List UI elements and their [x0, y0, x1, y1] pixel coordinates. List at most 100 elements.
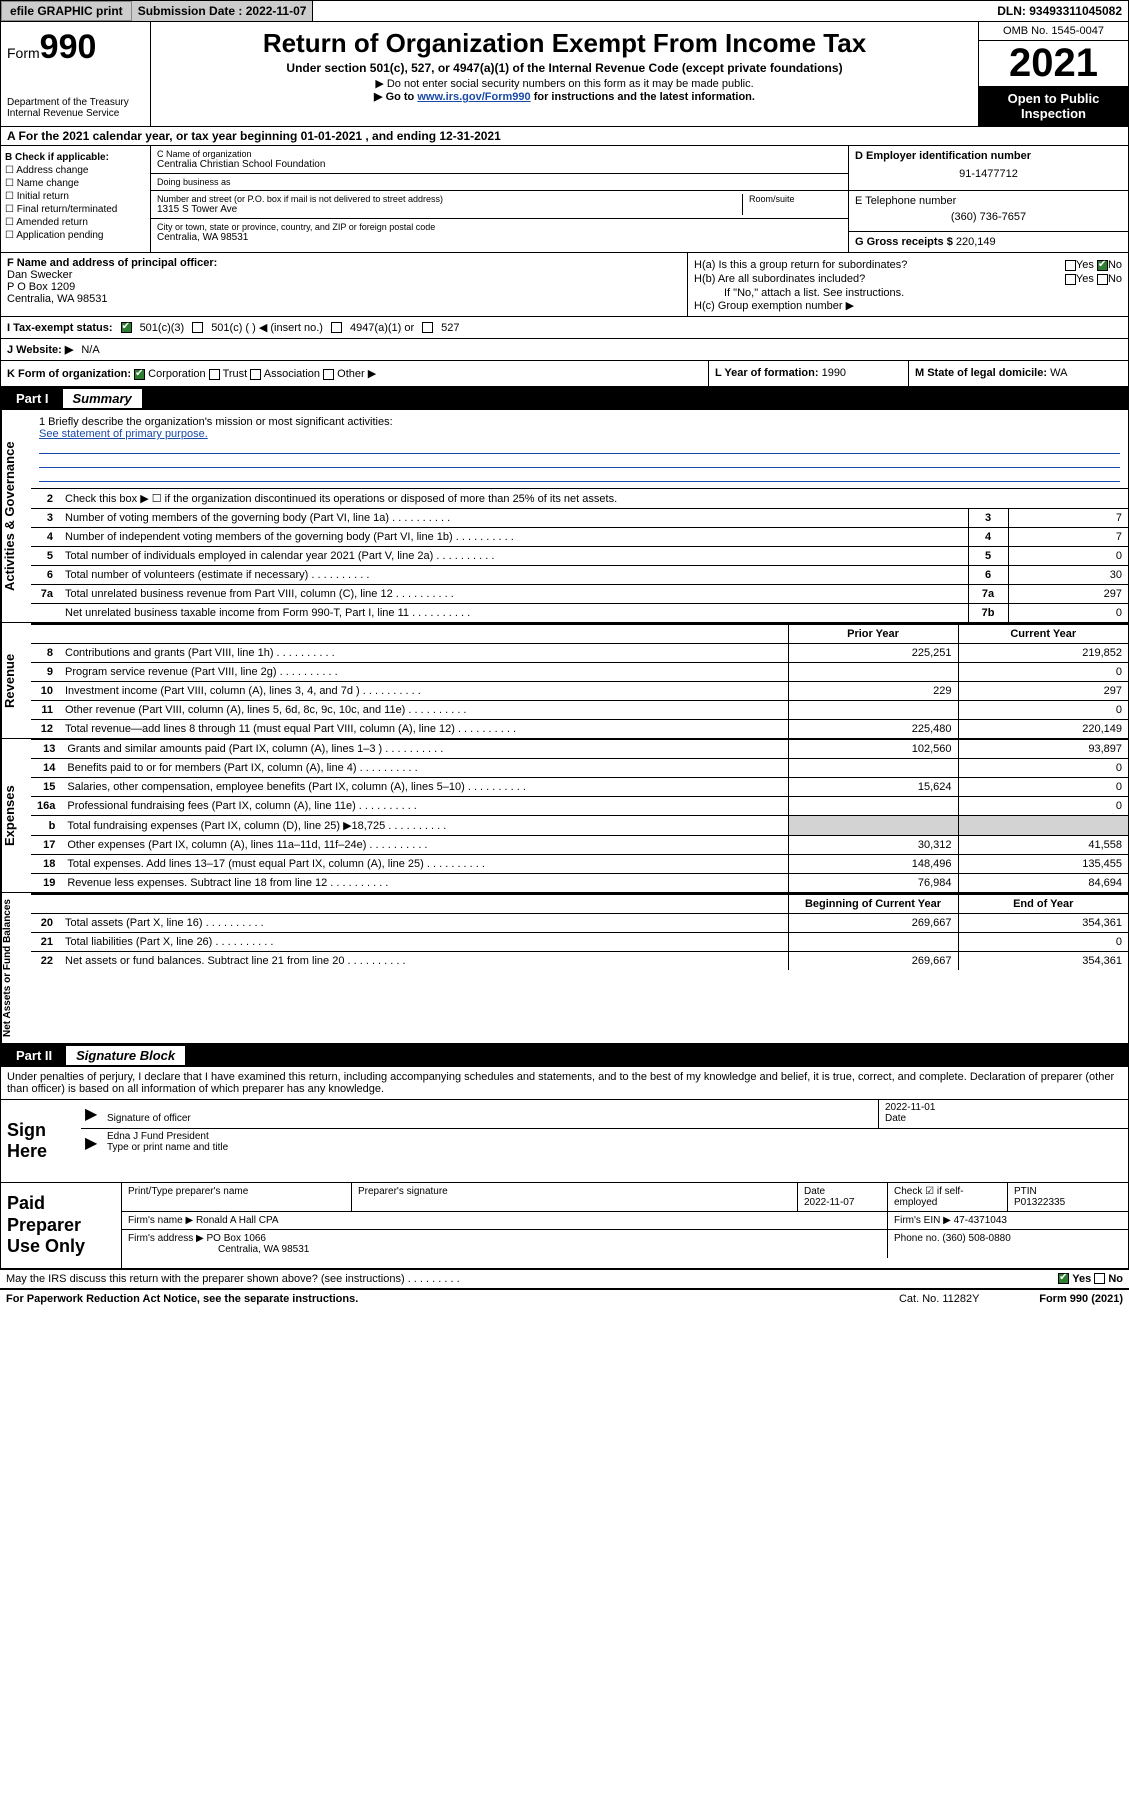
d-label: D Employer identification number [855, 150, 1031, 162]
city-value: Centralia, WA 98531 [157, 232, 842, 243]
table-row: 4Number of independent voting members of… [31, 528, 1128, 547]
ha-line: H(a) Is this a group return for subordin… [694, 259, 1122, 271]
dba-cell: Doing business as [151, 174, 848, 191]
e-label: E Telephone number [855, 195, 1122, 207]
sign-date-field: 2022-11-01Date [878, 1100, 1128, 1128]
trust-checkbox[interactable] [209, 369, 220, 380]
hb-note: If "No," attach a list. See instructions… [724, 287, 1122, 299]
cat-no: Cat. No. 11282Y [839, 1293, 1039, 1305]
form-word: Form [7, 45, 40, 61]
efile-print-button[interactable]: efile GRAPHIC print [1, 1, 132, 21]
self-employed-cell: Check ☑ if self-employed [888, 1183, 1008, 1211]
table-row: 3Number of voting members of the governi… [31, 509, 1128, 528]
irs-link[interactable]: www.irs.gov/Form990 [417, 91, 530, 103]
room-label: Room/suite [742, 194, 842, 215]
trust-label: Trust [223, 368, 248, 380]
header-right: OMB No. 1545-0047 2021 Open to Public In… [978, 22, 1128, 126]
state-domicile: M State of legal domicile: WA [908, 361, 1128, 386]
527-checkbox[interactable] [422, 322, 433, 333]
other-checkbox[interactable] [323, 369, 334, 380]
city-cell: City or town, state or province, country… [151, 219, 848, 246]
governance-table: 2Check this box ▶ ☐ if the organization … [31, 488, 1128, 622]
b-label: B Check if applicable: [5, 152, 146, 163]
net-sidebar: Net Assets or Fund Balances [1, 893, 31, 1043]
ha-yes-checkbox[interactable] [1065, 260, 1076, 271]
header-middle: Return of Organization Exempt From Incom… [151, 22, 978, 126]
right-column-b: D Employer identification number 91-1477… [848, 146, 1128, 252]
k-form-org: K Form of organization: Corporation Trus… [1, 361, 708, 386]
table-header-row: Beginning of Current YearEnd of Year [31, 894, 1128, 914]
firm-addr-cell: Firm's address ▶ PO Box 1066Centralia, W… [122, 1230, 888, 1258]
gross-cell: G Gross receipts $ 220,149 [849, 232, 1128, 252]
f-label: F Name and address of principal officer: [7, 257, 217, 269]
prep-name-hdr: Print/Type preparer's name [122, 1183, 352, 1211]
k-label: K Form of organization: [7, 368, 131, 380]
mission-block: 1 Briefly describe the organization's mi… [31, 410, 1128, 488]
bottom-footer: For Paperwork Reduction Act Notice, see … [0, 1288, 1129, 1308]
dln-label: DLN: [997, 4, 1026, 18]
ha-no-checkbox[interactable] [1097, 260, 1108, 271]
check-amended[interactable]: ☐ Amended return [5, 217, 146, 228]
officer-name: Dan Swecker [7, 269, 681, 281]
subtitle-2: ▶ Do not enter social security numbers o… [157, 77, 972, 90]
check-pending[interactable]: ☐ Application pending [5, 230, 146, 241]
subtitle-3: ▶ Go to www.irs.gov/Form990 for instruct… [157, 90, 972, 103]
subtitle-1: Under section 501(c), 527, or 4947(a)(1)… [157, 61, 972, 75]
check-name[interactable]: ☐ Name change [5, 178, 146, 189]
year-formation: L Year of formation: 1990 [708, 361, 908, 386]
submission-cell: Submission Date : 2022-11-07 [132, 1, 314, 21]
omb-number: OMB No. 1545-0047 [979, 22, 1128, 41]
org-name-cell: C Name of organization Centralia Christi… [151, 146, 848, 174]
firm-name-cell: Firm's name ▶ Ronald A Hall CPA [122, 1212, 888, 1229]
table-row: 15Salaries, other compensation, employee… [31, 778, 1128, 797]
open-inspection: Open to Public Inspection [979, 86, 1128, 126]
group-return-column: H(a) Is this a group return for subordin… [688, 253, 1128, 316]
ruled-line [39, 468, 1120, 482]
may-discuss-row: May the IRS discuss this return with the… [0, 1269, 1129, 1288]
phone-value: (360) 736-7657 [855, 207, 1122, 227]
check-final[interactable]: ☐ Final return/terminated [5, 204, 146, 215]
organization-name: Centralia Christian School Foundation [157, 159, 842, 170]
hb-no-checkbox[interactable] [1097, 274, 1108, 285]
form-990: 990 [40, 28, 97, 66]
ruled-line [39, 454, 1120, 468]
501c3-checkbox[interactable] [121, 322, 132, 333]
header-left: Form990 Department of the Treasury Inter… [1, 22, 151, 126]
prep-sig-hdr: Preparer's signature [352, 1183, 798, 1211]
officer-signature-field[interactable]: Signature of officer [101, 1100, 878, 1128]
part-2-header: Part II Signature Block [0, 1044, 1129, 1067]
ha-label: H(a) Is this a group return for subordin… [694, 259, 907, 271]
hb-yes-checkbox[interactable] [1065, 274, 1076, 285]
table-row: 10Investment income (Part VIII, column (… [31, 682, 1128, 701]
form-number: Form990 [7, 28, 144, 67]
top-bar: efile GRAPHIC print Submission Date : 20… [0, 0, 1129, 22]
firm-phone-cell: Phone no. (360) 508-0880 [888, 1230, 1128, 1258]
block-b: B Check if applicable: ☐ Address change … [0, 146, 1129, 253]
arrow-icon: ▶ [81, 1129, 101, 1157]
form-header: Form990 Department of the Treasury Inter… [0, 22, 1129, 127]
may-no-checkbox[interactable] [1094, 1273, 1105, 1284]
mission-link[interactable]: See statement of primary purpose. [39, 428, 208, 440]
501c-checkbox[interactable] [192, 322, 203, 333]
governance-section: Activities & Governance 1 Briefly descri… [0, 410, 1129, 623]
4947-checkbox[interactable] [331, 322, 342, 333]
table-row: 5Total number of individuals employed in… [31, 547, 1128, 566]
j-label: J Website: ▶ [7, 343, 73, 356]
may-yes-checkbox[interactable] [1058, 1273, 1069, 1284]
goto-prefix: ▶ Go to [374, 91, 417, 103]
form-ref: Form 990 (2021) [1039, 1293, 1123, 1305]
table-row: 13Grants and similar amounts paid (Part … [31, 740, 1128, 759]
opt-501c3: 501(c)(3) [140, 322, 185, 334]
dln-value: 93493311045082 [1029, 4, 1122, 18]
tax-year: 2021 [979, 41, 1128, 86]
check-address[interactable]: ☐ Address change [5, 165, 146, 176]
paperwork-notice: For Paperwork Reduction Act Notice, see … [6, 1293, 358, 1305]
check-initial[interactable]: ☐ Initial return [5, 191, 146, 202]
ein-value: 91-1477712 [855, 162, 1122, 186]
corp-checkbox[interactable] [134, 369, 145, 380]
officer-city: Centralia, WA 98531 [7, 293, 681, 305]
submission-date: 2022-11-07 [246, 4, 307, 18]
table-row: bTotal fundraising expenses (Part IX, co… [31, 816, 1128, 836]
arrow-icon: ▶ [81, 1100, 101, 1128]
assoc-checkbox[interactable] [250, 369, 261, 380]
